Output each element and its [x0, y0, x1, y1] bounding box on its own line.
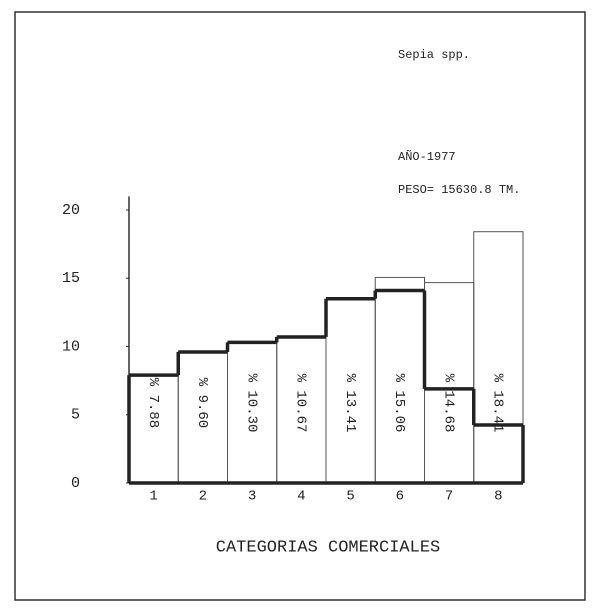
value-label: % 14.68	[440, 374, 456, 433]
x-tick-label: 7	[445, 489, 453, 505]
x-tick-label: 1	[149, 489, 157, 505]
x-tick-label: 4	[297, 489, 305, 505]
y-tick-label: 15	[62, 270, 80, 287]
value-label: % 18.41	[490, 374, 506, 433]
bar	[473, 231, 524, 484]
value-label: % 13.41	[342, 374, 358, 433]
value-label: % 10.67	[293, 374, 309, 433]
value-label: % 9.60	[194, 378, 210, 428]
y-tick-label: 5	[71, 407, 80, 424]
annotation: PESO= 15630.8 TM.	[398, 183, 520, 197]
frame	[14, 11, 586, 601]
y-tick-label: 20	[62, 202, 80, 219]
x-axis-title: CATEGORIAS COMERCIALES	[216, 538, 440, 557]
x-tick-label: 3	[248, 489, 256, 505]
value-label: % 15.06	[391, 374, 407, 433]
annotation: AÑO-1977	[398, 149, 456, 164]
value-label: % 10.30	[243, 374, 259, 433]
value-label: % 7.88	[145, 378, 161, 428]
y-tick-label: 10	[62, 338, 80, 355]
x-tick-label: 8	[494, 489, 502, 505]
y-tick-label: 0	[71, 475, 80, 492]
x-tick-label: 6	[396, 489, 404, 505]
x-tick-label: 2	[199, 489, 207, 505]
x-tick-label: 5	[346, 489, 354, 505]
chart-title: Sepia spp.	[398, 48, 470, 62]
